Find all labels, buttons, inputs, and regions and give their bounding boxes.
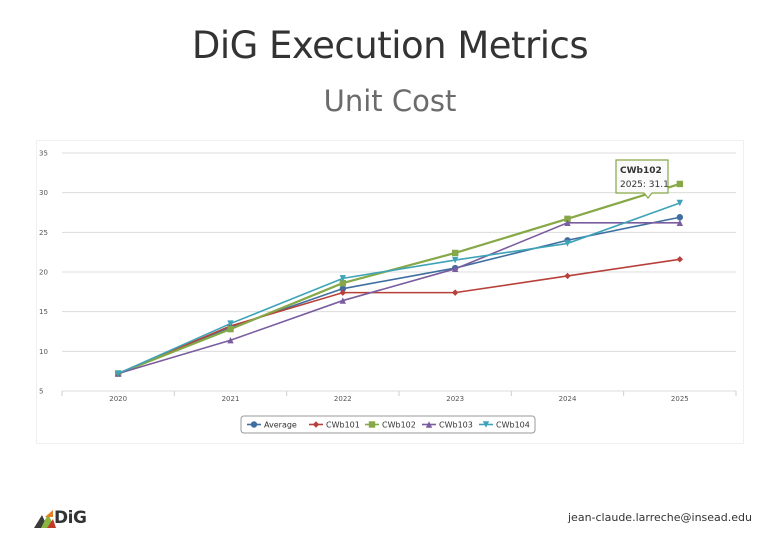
point-cwb102-2024	[564, 215, 571, 223]
legend-label-cwb102: CWb102	[382, 421, 416, 430]
chart-subtitle: Unit Cost	[323, 84, 457, 118]
point-cwb101-2023	[451, 289, 459, 296]
contact-email[interactable]: jean-claude.larreche@insead.edu	[568, 511, 752, 524]
tooltip-value: 2025: 31.1	[620, 180, 669, 190]
point-cwb103-2025	[676, 219, 684, 227]
y-tick-label: 15	[39, 308, 48, 316]
legend-label-cwb104: CWb104	[496, 421, 530, 430]
point-average-2022	[339, 285, 347, 292]
x-tick-label: 2025	[671, 395, 689, 403]
point-average-2025	[676, 214, 684, 221]
series-line-cwb101	[117, 258, 680, 375]
series-line-cwb104	[117, 202, 681, 375]
x-tick-label: 2023	[446, 395, 464, 403]
legend-marker-cwb101	[312, 421, 320, 428]
series-line-cwb103	[117, 222, 680, 375]
x-tick-label: 2020	[109, 395, 127, 403]
y-tick-label: 35	[39, 150, 48, 158]
legend-marker-average	[250, 421, 258, 428]
point-cwb102-2025	[676, 180, 684, 188]
point-cwb101-2024	[564, 272, 571, 280]
point-cwb101-2022	[339, 289, 347, 296]
point-cwb103-2021	[227, 337, 234, 344]
point-cwb102-2023	[451, 249, 459, 257]
point-cwb103-2022	[339, 297, 347, 304]
dig-logo-icon	[34, 510, 56, 528]
tooltip-title: CWb102	[620, 166, 662, 176]
point-cwb103-2024	[564, 219, 571, 227]
point-cwb102-2022	[339, 279, 347, 287]
logo-text: DiG	[54, 508, 87, 528]
legend-label-cwb103: CWb103	[439, 421, 473, 430]
x-tick-label: 2024	[559, 395, 577, 403]
x-tick-label: 2021	[222, 395, 240, 403]
point-cwb104-2023	[451, 256, 459, 264]
legend-marker-cwb102	[368, 421, 376, 428]
point-cwb104-2024	[564, 240, 571, 247]
legend-box	[240, 415, 536, 434]
y-tick-label: 20	[39, 269, 48, 277]
y-tick-label: 10	[39, 348, 48, 356]
legend-label-cwb101: CWb101	[326, 421, 360, 430]
x-tick-label: 2022	[334, 395, 352, 403]
legend-marker-cwb104	[482, 421, 490, 428]
point-cwb104-2020	[114, 370, 122, 377]
legend-label-average: Average	[264, 421, 297, 430]
point-cwb101-2025	[676, 256, 684, 263]
tooltip-box	[615, 159, 669, 199]
y-tick-label: 5	[39, 388, 43, 396]
point-cwb104-2025	[676, 199, 684, 207]
y-tick-label: 30	[39, 189, 48, 197]
point-cwb103-2023	[451, 265, 459, 273]
point-cwb104-2021	[227, 320, 234, 327]
series-line-cwb102	[117, 182, 681, 375]
y-tick-label: 25	[39, 229, 48, 237]
point-cwb102-2021	[227, 325, 234, 333]
legend-marker-cwb103	[425, 421, 433, 428]
page-title: DiG Execution Metrics	[191, 24, 589, 67]
point-cwb104-2022	[339, 275, 347, 282]
series-line-average	[117, 216, 680, 375]
